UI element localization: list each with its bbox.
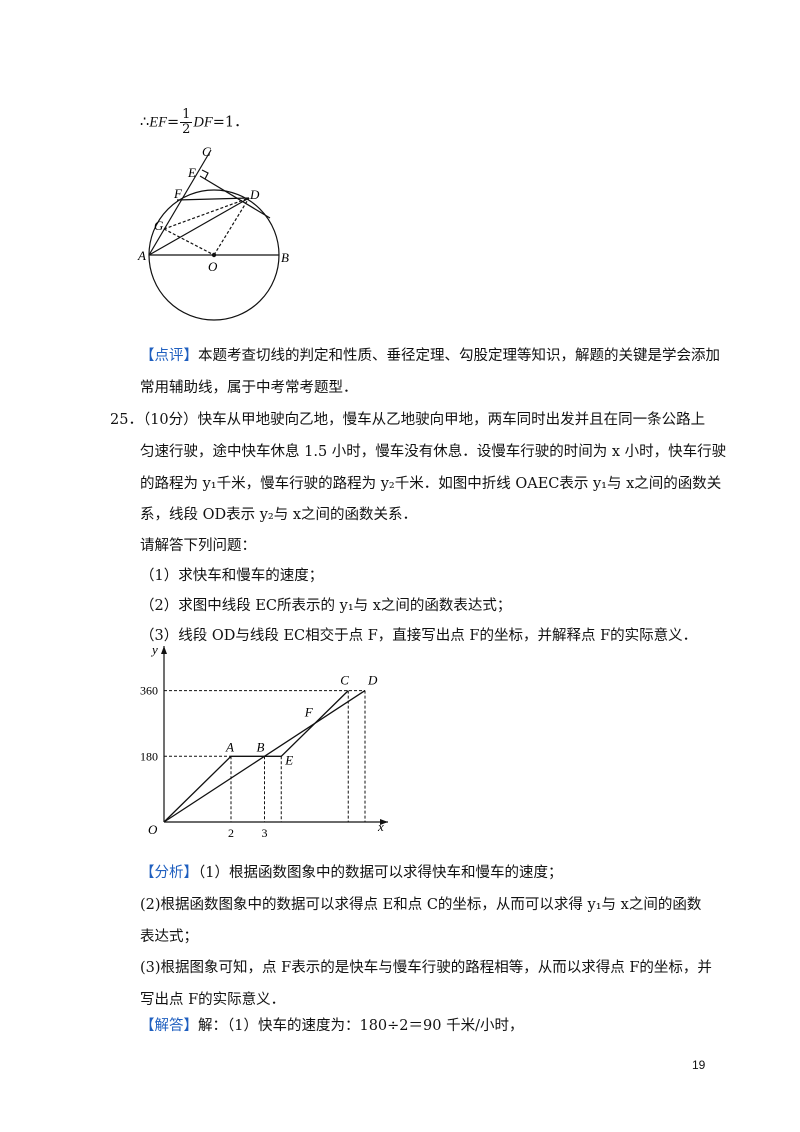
right-angle-mark xyxy=(201,169,209,180)
point-label-f: F xyxy=(304,704,314,719)
tangent-ed xyxy=(199,175,271,219)
line-gd xyxy=(163,197,250,230)
geometry-figure: C E F D G A O B xyxy=(137,144,289,321)
analysis-line-5: 写出点 F的实际意义． xyxy=(140,992,286,1008)
label-a: A xyxy=(137,248,146,263)
problem-line-2: 匀速行驶，途中快车休息 1.5 小时，慢车没有休息．设慢车行驶的时间为 x 小时… xyxy=(140,444,727,460)
line-od xyxy=(213,197,250,256)
label-f: F xyxy=(173,186,183,201)
y-axis-label: y xyxy=(150,642,158,657)
comment-text-1: 本题考查切线的判定和性质、垂径定理、勾股定理等知识，解题的关键是学会添加 xyxy=(198,348,720,364)
fraction-numerator: 1 xyxy=(180,107,193,123)
label-e: E xyxy=(187,165,196,180)
comment-line-2: 常用辅助线，属于中考常考题型． xyxy=(140,380,358,396)
y-tick-label: 360 xyxy=(140,684,158,698)
problem-text-1: （10分）快车从甲地驶向乙地，慢车从乙地驶向甲地，两车同时出发并且在同一条公路上 xyxy=(142,412,706,428)
line-go xyxy=(163,228,215,256)
label-c: C xyxy=(202,144,211,159)
fraction-denominator: 2 xyxy=(182,122,191,137)
point-label-d: D xyxy=(367,673,378,688)
comment-line-1: 【点评】本题考查切线的判定和性质、垂径定理、勾股定理等知识，解题的关键是学会添加 xyxy=(140,346,720,366)
y-axis-arrow xyxy=(161,646,167,654)
analysis-line-2: (2)根据函数图象中的数据可以求得点 E和点 C的坐标，从而可以求得 y₁与 x… xyxy=(140,897,702,913)
origin-label: O xyxy=(148,822,158,837)
conclusion-line: ∴EF= 1 2 DF=1． xyxy=(140,108,249,137)
x-tick-label: 2 xyxy=(228,826,234,840)
page-number: 19 xyxy=(692,1058,706,1072)
distance-time-chart: x y O 180 360 2 3 A E C D B F xyxy=(140,642,388,840)
question-2: （2）求图中线段 EC所表示的 y₁与 x之间的函数表达式； xyxy=(140,598,512,614)
analysis-tag: 【分析】 xyxy=(140,865,198,881)
point-label-a: A xyxy=(225,739,234,754)
problem-number: 25． xyxy=(110,412,143,428)
point-label-b: B xyxy=(257,739,265,754)
question-3: （3）线段 OD与线段 EC相交于点 F，直接写出点 F的坐标，并解释点 F的实… xyxy=(140,628,698,644)
problem-line-1: 25．（10分）快车从甲地驶向乙地，慢车从乙地驶向甲地，两车同时出发并且在同一条… xyxy=(110,410,705,430)
slow-car-line xyxy=(163,690,366,823)
x-axis-arrow xyxy=(380,819,388,825)
problem-line-4: 系，线段 OD表示 y₂与 x之间的函数关系． xyxy=(140,507,418,523)
label-g: G xyxy=(154,218,164,233)
comment-tag: 【点评】 xyxy=(140,348,198,364)
x-axis-label: x xyxy=(377,819,384,834)
therefore-symbol: ∴ xyxy=(140,114,150,131)
df-label: DF xyxy=(193,114,213,131)
problem-line-3: 的路程为 y₁千米，慢车行驶的路程为 y₂千米．如图中折线 OAEC表示 y₁与… xyxy=(140,476,722,492)
label-o: O xyxy=(208,259,218,274)
line-ac xyxy=(148,149,212,256)
y-tick-label: 180 xyxy=(140,749,158,763)
ef-label: EF xyxy=(149,114,167,131)
solution-tag: 【解答】 xyxy=(140,1018,198,1034)
analysis-line-3: 表达式； xyxy=(140,929,198,945)
question-1: （1）求快车和慢车的速度； xyxy=(140,568,324,584)
center-dot xyxy=(211,252,217,258)
equals-sign: = xyxy=(166,114,180,131)
line-ad xyxy=(148,197,250,256)
solution-text-1: 解：（1）快车的速度为：180÷2＝90 千米/小时， xyxy=(198,1018,524,1034)
analysis-line-1: 【分析】（1）根据函数图象中的数据可以求得快车和慢车的速度； xyxy=(140,863,562,883)
conclusion-rhs: =1． xyxy=(212,114,249,131)
point-label-e: E xyxy=(284,752,293,767)
analysis-text-1: （1）根据函数图象中的数据可以求得快车和慢车的速度； xyxy=(198,865,563,881)
label-d: D xyxy=(249,187,260,202)
label-b: B xyxy=(281,250,289,265)
problem-prompt: 请解答下列问题： xyxy=(140,538,256,554)
solution-line-1: 【解答】解：（1）快车的速度为：180÷2＝90 千米/小时， xyxy=(140,1016,523,1036)
analysis-line-4: (3)根据图象可知，点 F表示的是快车与慢车行驶的路程相等，从而以求得点 F的坐… xyxy=(140,960,712,976)
x-tick-label: 3 xyxy=(262,826,268,840)
point-label-c: C xyxy=(340,673,349,688)
